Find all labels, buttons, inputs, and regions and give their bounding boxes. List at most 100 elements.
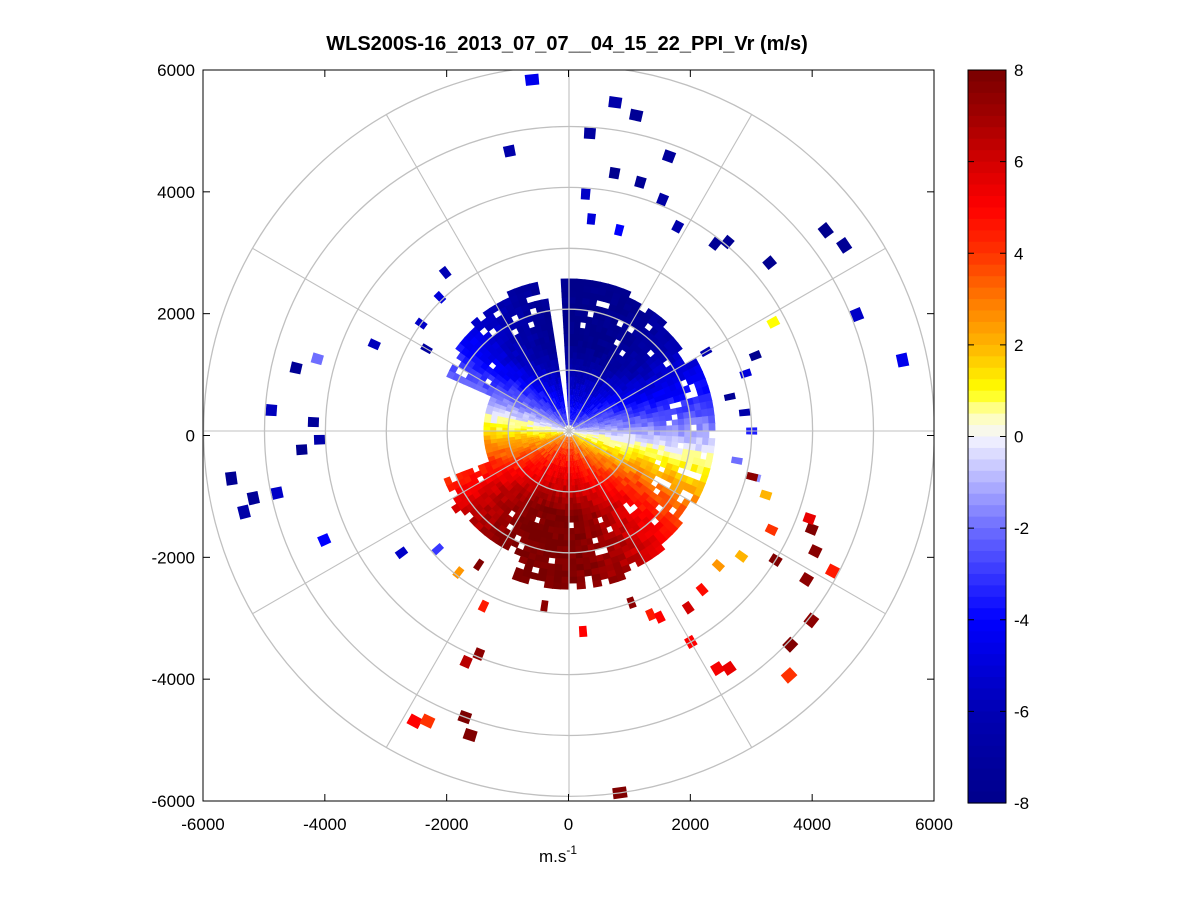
velocity-gate: [672, 430, 679, 438]
velocity-gate-outer: [803, 612, 820, 629]
velocity-gate: [573, 441, 578, 448]
velocity-gate: [526, 421, 534, 426]
velocity-gate: [585, 392, 591, 400]
velocity-gate: [662, 450, 671, 459]
velocity-gate: [551, 435, 559, 439]
velocity-gate: [578, 490, 584, 498]
velocity-gate: [702, 423, 710, 432]
velocity-gate: [556, 427, 564, 430]
velocity-gate: [526, 434, 534, 438]
velocity-gate: [593, 484, 600, 493]
velocity-gate: [508, 458, 517, 465]
velocity-gate: [576, 439, 582, 446]
velocity-gate: [557, 459, 562, 467]
velocity-gate: [561, 564, 570, 572]
velocity-gate: [573, 454, 578, 462]
velocity-gate: [519, 403, 528, 410]
velocity-gate: [583, 520, 590, 528]
velocity-gate: [611, 425, 618, 429]
velocity-gate-outer: [808, 544, 823, 559]
velocity-gate: [634, 419, 643, 425]
velocity-gate: [601, 465, 609, 473]
velocity-gate: [495, 437, 504, 443]
velocity-gate: [645, 476, 654, 485]
velocity-gate: [553, 520, 560, 529]
velocity-gate: [629, 434, 637, 439]
velocity-gate: [582, 457, 588, 464]
velocity-gate: [560, 441, 565, 448]
velocity-gate: [543, 480, 550, 489]
velocity-gate: [569, 406, 572, 414]
colorbar: [968, 70, 1006, 804]
velocity-gate: [568, 296, 577, 304]
velocity-gate: [639, 410, 647, 417]
velocity-gate: [593, 456, 600, 463]
velocity-gate: [628, 420, 636, 425]
velocity-gate: [527, 506, 535, 515]
colorbar-band: [968, 447, 1006, 461]
velocity-gate: [600, 527, 609, 536]
velocity-gate: [556, 431, 564, 434]
velocity-gate-outer: [473, 558, 485, 572]
velocity-gate: [538, 536, 547, 545]
velocity-gate: [507, 433, 515, 438]
velocity-gate: [548, 488, 554, 497]
velocity-gate: [560, 503, 566, 511]
velocity-gate: [568, 290, 577, 298]
velocity-gate: [568, 308, 576, 316]
velocity-gate: [615, 413, 623, 419]
velocity-gate: [628, 437, 636, 442]
velocity-gate: [605, 406, 613, 412]
velocity-gate: [532, 437, 540, 441]
velocity-gate: [565, 485, 570, 493]
colorbar-band: [968, 482, 1006, 495]
velocity-gate: [552, 457, 557, 465]
velocity-gate: [516, 445, 524, 451]
colorbar-band: [968, 505, 1006, 518]
velocity-gate: [515, 397, 524, 404]
velocity-gate: [626, 498, 635, 508]
velocity-gate: [582, 340, 589, 348]
velocity-gate: [558, 447, 563, 455]
velocity-gate: [563, 333, 570, 341]
velocity-gate-outer: [656, 192, 670, 207]
velocity-gate: [552, 576, 562, 584]
velocity-gate: [557, 408, 562, 416]
velocity-gate: [550, 431, 558, 433]
velocity-gate: [639, 391, 648, 400]
velocity-gate: [707, 437, 716, 447]
velocity-gate: [576, 459, 581, 467]
velocity-gate: [605, 362, 613, 371]
velocity-gate: [503, 410, 512, 416]
velocity-gate: [699, 473, 709, 484]
velocity-gate: [568, 333, 575, 341]
colorbar-tick-label: -2: [1014, 519, 1029, 538]
velocity-gate: [546, 419, 554, 424]
velocity-gate: [600, 447, 608, 453]
velocity-gate: [596, 370, 603, 379]
velocity-gate: [618, 405, 627, 412]
velocity-gate: [637, 512, 647, 522]
velocity-gate: [561, 441, 565, 449]
velocity-gate: [557, 425, 564, 429]
velocity-gate: [591, 317, 600, 326]
velocity-gate: [559, 422, 565, 428]
velocity-gate: [545, 454, 552, 461]
velocity-gate-outer: [745, 471, 759, 482]
velocity-gate: [534, 441, 542, 447]
velocity-gate: [563, 442, 566, 449]
colorbar-band: [968, 184, 1006, 197]
velocity-gate: [574, 309, 583, 317]
velocity-gate: [572, 442, 575, 449]
velocity-gate-outer: [849, 306, 865, 323]
velocity-gate: [532, 365, 539, 374]
velocity-gate: [604, 394, 612, 401]
velocity-gate: [583, 568, 593, 577]
velocity-gate: [496, 460, 505, 468]
velocity-gate: [596, 560, 606, 569]
velocity-gate-outer: [586, 213, 597, 225]
colorbar-band: [968, 413, 1006, 426]
velocity-gate: [538, 422, 546, 427]
velocity-gate: [570, 419, 574, 426]
velocity-gate: [552, 582, 562, 590]
